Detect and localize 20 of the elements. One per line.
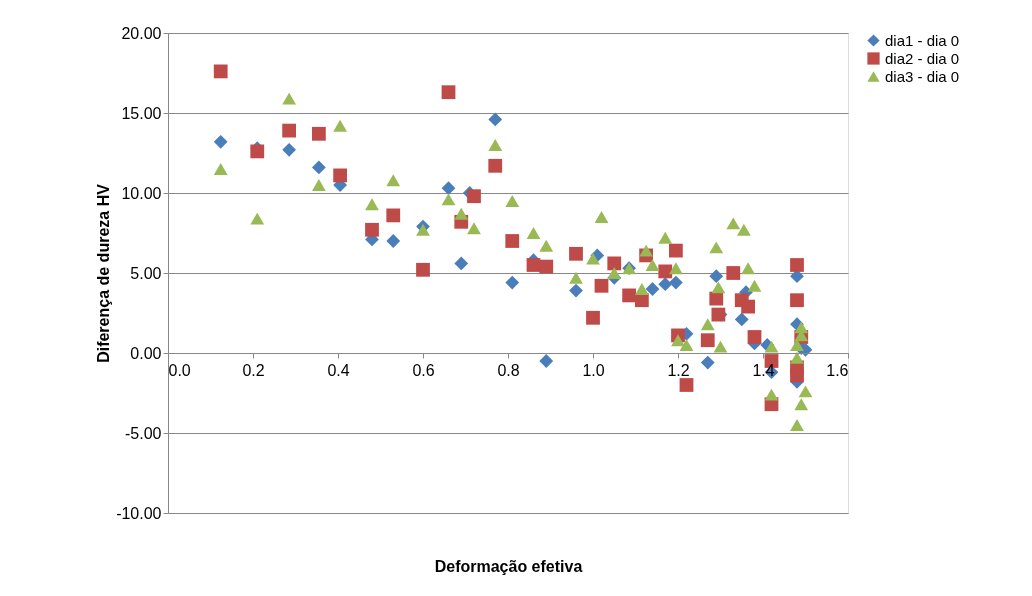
x-tick-label: 1.6 xyxy=(826,361,849,379)
y-tick-label: 5.00 xyxy=(130,264,162,282)
legend-label: dia2 - dia 0 xyxy=(885,49,960,67)
legend-label: dia3 - dia 0 xyxy=(885,67,960,85)
y-tick-label: 10.00 xyxy=(121,184,162,202)
y-axis-title: Diferença de dureza HV xyxy=(95,183,113,363)
x-axis-title: Deformação efetiva xyxy=(434,557,583,575)
x-tick-label: 0.4 xyxy=(327,361,350,379)
x-tick-label: 0.8 xyxy=(497,361,520,379)
y-tick-label: 15.00 xyxy=(121,104,162,122)
x-tick-label: 0.2 xyxy=(242,361,265,379)
x-tick-label: 0.6 xyxy=(412,361,435,379)
y-tick-label: 0.00 xyxy=(130,344,162,362)
y-tick-label: -5.00 xyxy=(125,424,162,442)
x-tick-label: 1.0 xyxy=(582,361,605,379)
x-tick-label: 1.2 xyxy=(667,361,690,379)
legend-label: dia1 - dia 0 xyxy=(885,31,960,49)
y-tick-label: 20.00 xyxy=(121,24,162,42)
x-tick-label: 0.0 xyxy=(168,361,191,379)
y-tick-label: -10.00 xyxy=(116,504,162,522)
